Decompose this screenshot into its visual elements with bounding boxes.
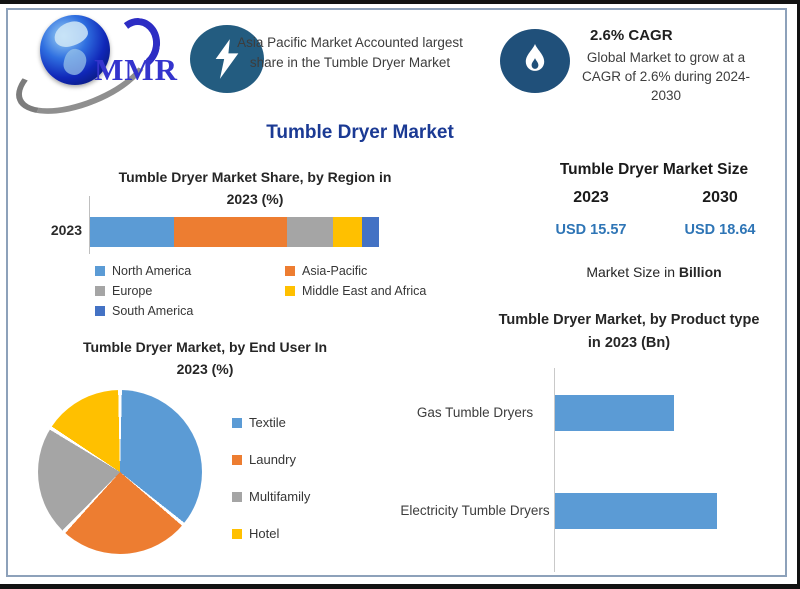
legend-label: North America bbox=[112, 264, 192, 278]
cagr-card-text: Global Market to grow at a CAGR of 2.6% … bbox=[581, 50, 751, 103]
cagr-card-title: 2.6% CAGR bbox=[590, 27, 673, 44]
bottom-edge-strip bbox=[0, 584, 800, 589]
footnote-unit: Billion bbox=[678, 264, 722, 280]
region-legend: North America Asia-Pacific Europe Middle Ea… bbox=[95, 261, 467, 321]
legend-label: South America bbox=[112, 304, 194, 318]
legend-item: Europe bbox=[95, 284, 285, 298]
legend-item: Laundry bbox=[232, 441, 310, 478]
legend-label: Asia-Pacific bbox=[302, 264, 368, 278]
market-size-col-2030: 2030 USD 18.64 bbox=[640, 189, 800, 238]
product-bar-label: Gas Tumble Dryers bbox=[416, 405, 534, 420]
product-bar-row: Gas Tumble Dryers bbox=[322, 395, 786, 431]
product-bar bbox=[555, 493, 717, 529]
bar-segment bbox=[173, 217, 287, 247]
bar-segment bbox=[90, 217, 174, 247]
product-chart: Gas Tumble Dryers Electricity Tumble Drye… bbox=[322, 360, 786, 572]
product-bar bbox=[555, 395, 674, 431]
legend-swatch bbox=[232, 417, 242, 428]
end-user-pie bbox=[38, 390, 202, 554]
market-size-year: 2030 bbox=[702, 189, 738, 206]
highlight-card-text: Asia Pacific Market Accounted largest sh… bbox=[237, 35, 463, 70]
legend-item: Multifamily bbox=[232, 478, 310, 515]
logo-text: MMR bbox=[94, 52, 178, 87]
top-edge-strip bbox=[0, 0, 800, 4]
page-title: Tumble Dryer Market bbox=[266, 122, 454, 143]
legend-swatch bbox=[95, 306, 105, 316]
footnote-prefix: Market Size in bbox=[586, 264, 679, 280]
region-chart-axis bbox=[89, 196, 90, 254]
bar-segment bbox=[361, 217, 379, 247]
legend-swatch bbox=[232, 491, 242, 502]
legend-swatch bbox=[232, 454, 242, 465]
legend-item: Asia-Pacific bbox=[285, 264, 467, 278]
pie-legend: Textile Laundry Multifamily Hotel bbox=[232, 404, 310, 552]
legend-item: South America bbox=[95, 304, 285, 318]
region-stacked-bar bbox=[90, 217, 379, 247]
legend-item: Middle East and Africa bbox=[285, 284, 467, 298]
product-chart-axis bbox=[554, 368, 555, 572]
legend-label: Hotel bbox=[249, 526, 280, 541]
globe-icon bbox=[40, 15, 110, 85]
legend-swatch bbox=[95, 266, 105, 276]
right-edge-strip bbox=[797, 0, 800, 589]
legend-item: Hotel bbox=[232, 515, 310, 552]
cagr-card: 2.6% CAGR Global Market to grow at a CAG… bbox=[574, 26, 758, 105]
lightning-icon bbox=[190, 25, 264, 93]
market-size-title: Tumble Dryer Market Size bbox=[559, 161, 749, 178]
legend-swatch bbox=[95, 286, 105, 296]
market-size-footnote: Market Size in Billion bbox=[454, 264, 800, 280]
content-frame: MMR Asia Pacific Market Accounted larges… bbox=[5, 8, 787, 577]
mmr-logo: MMR bbox=[5, 12, 178, 131]
region-chart-title: Tumble Dryer Market Share, by Region in … bbox=[118, 169, 392, 207]
legend-swatch bbox=[285, 266, 295, 276]
legend-label: Textile bbox=[249, 415, 286, 430]
bar-segment bbox=[332, 217, 362, 247]
legend-swatch bbox=[285, 286, 295, 296]
legend-item: Textile bbox=[232, 404, 310, 441]
market-size-value: USD 18.64 bbox=[684, 222, 756, 238]
bar-segment bbox=[286, 217, 333, 247]
market-size-col-2023: 2023 USD 15.57 bbox=[511, 189, 671, 238]
legend-label: Middle East and Africa bbox=[302, 284, 427, 298]
legend-item: North America bbox=[95, 264, 285, 278]
legend-swatch bbox=[232, 528, 242, 539]
market-size-value: USD 15.57 bbox=[555, 222, 627, 238]
lightning-bolt-glyph bbox=[215, 39, 239, 79]
flame-icon bbox=[500, 29, 570, 93]
product-bar-row: Electricity Tumble Dryers bbox=[322, 493, 786, 529]
legend-label: Europe bbox=[112, 284, 153, 298]
flame-glyph bbox=[525, 44, 545, 71]
product-chart-title: Tumble Dryer Market, by Product type in … bbox=[498, 312, 760, 351]
region-category-label: 2023 bbox=[50, 222, 82, 238]
legend-label: Laundry bbox=[249, 452, 296, 467]
end-user-chart-title: Tumble Dryer Market, by End User In 2023… bbox=[82, 339, 328, 377]
product-bar-label: Electricity Tumble Dryers bbox=[400, 503, 550, 518]
market-size-year: 2023 bbox=[573, 189, 609, 206]
legend-label: Multifamily bbox=[249, 489, 311, 504]
